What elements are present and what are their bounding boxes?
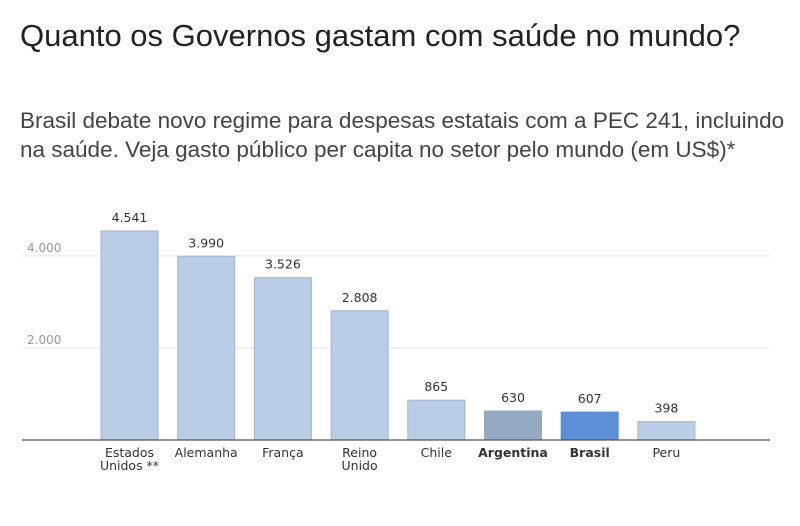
bar: [177, 255, 236, 441]
data-label: 3.990: [188, 235, 224, 250]
x-tick-label: Unido: [342, 458, 378, 473]
x-tick-label: Estados: [105, 445, 154, 460]
data-label: 607: [578, 391, 602, 406]
chart-subtitle: Brasil debate novo regime para despesas …: [20, 108, 785, 162]
x-tick-label: França: [262, 445, 304, 460]
x-tick-label: Unidos **: [100, 458, 159, 473]
x-tick-label: Peru: [652, 445, 680, 460]
bar: [637, 421, 696, 441]
x-tick-label: Alemanha: [175, 445, 238, 460]
bar: [100, 230, 159, 441]
y-tick-label: 4.000: [27, 241, 61, 255]
bar: [330, 310, 389, 441]
bar: [407, 399, 466, 441]
y-tick-label: 2.000: [27, 333, 61, 347]
x-tick-label: Chile: [421, 445, 453, 460]
data-label: 4.541: [112, 210, 148, 225]
x-tick-label: Reino: [342, 445, 377, 460]
data-label: 3.526: [265, 257, 301, 272]
x-tick-label: Argentina: [478, 445, 548, 460]
chart-title: Quanto os Governos gastam com saúde no m…: [20, 18, 741, 53]
bar: [560, 411, 619, 441]
bar: [253, 277, 312, 441]
data-label: 630: [501, 390, 525, 405]
bar: [484, 410, 542, 441]
data-label: 398: [654, 401, 678, 416]
data-label: 2.808: [342, 290, 378, 305]
x-tick-label: Brasil: [570, 445, 610, 460]
data-label: 865: [424, 379, 448, 394]
